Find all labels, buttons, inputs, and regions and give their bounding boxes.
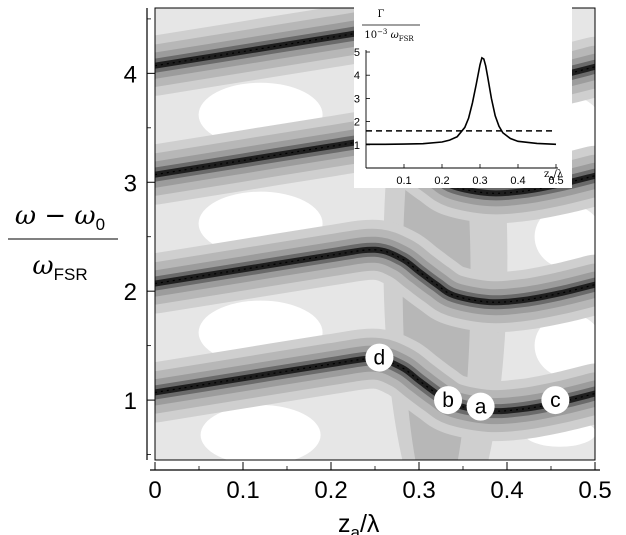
svg-text:ω − ω0: ω − ω0 (15, 201, 105, 234)
inset-y-tick-label: 2 (354, 117, 360, 129)
x-tick-label: 0.4 (490, 477, 523, 504)
inset-y-tick-label: 4 (354, 70, 360, 82)
inset-x-title: za/λ (544, 169, 564, 182)
y-tick-label: 4 (124, 61, 137, 88)
annotation-label: d (374, 347, 386, 370)
lobe-white (534, 204, 595, 269)
branch-core (155, 358, 595, 412)
inset-background (354, 0, 572, 188)
x-tick-label: 0.1 (226, 477, 259, 504)
inset-x-tick-label: 0.2 (434, 175, 449, 187)
inset-chart: Γ 10−3 ωFSR 0.1 0.2 0.3 0.4 0.5 1 2 3 4 5 za/λ (354, 0, 572, 188)
annotation-label: b (442, 389, 454, 412)
x-tick-label: 0 (148, 477, 161, 504)
point-annotation-b: b (434, 386, 463, 415)
inset-series (366, 56, 557, 146)
inset-x-tick-label: 0.4 (510, 175, 525, 187)
branch-core (155, 31, 595, 86)
annotation-circle (541, 386, 570, 415)
x-tick-label: 0.5 (578, 477, 611, 504)
annotation-circle (365, 343, 394, 372)
x-tick-label: 0.2 (314, 477, 347, 504)
y-axis-title-bottom-sub: FSR (54, 265, 88, 284)
y-tick-label: 1 (124, 388, 137, 415)
annotation-circle (466, 392, 495, 421)
inset-x-tick-label: 0.3 (472, 175, 487, 187)
x-axis-title: za/λ (338, 510, 380, 535)
y-axis-title-bottom: ω (32, 251, 53, 281)
annotation-label: a (475, 396, 487, 419)
x-tick-label: 0.3 (402, 477, 435, 504)
inset-y-tick-label: 3 (354, 93, 360, 105)
inset-y-tick-label: 1 (354, 140, 360, 152)
inset-axes: 0.1 0.2 0.3 0.4 0.5 1 2 3 4 5 (354, 47, 564, 187)
y-axis-title-top: ω − ω (15, 201, 96, 231)
branch-core (155, 140, 595, 194)
y-tick-label: 3 (124, 170, 137, 197)
resonance-branch (155, 219, 595, 333)
y-axis-title: ω − ω0 ωFSR (8, 201, 118, 284)
resonance-ridges (155, 8, 595, 442)
inset-x-tick-label: 0.1 (396, 175, 411, 187)
y-ticks: 1 2 3 4 (124, 18, 155, 455)
inset-y-title-top: Γ (378, 9, 385, 20)
annotation-circle (434, 386, 463, 415)
x-ticks: 0 0.1 0.2 0.3 0.4 0.5 (148, 462, 612, 504)
lobe-white (534, 313, 595, 378)
annotation-label: c (550, 389, 561, 412)
point-annotations: d b a c (365, 343, 570, 421)
inset-y-title-bottom: 10−3 ωFSR (364, 28, 414, 43)
y-tick-label: 2 (124, 279, 137, 306)
lobe-white (200, 404, 321, 460)
point-annotation-d: d (365, 343, 394, 372)
inset-y-tick-label: 5 (354, 47, 360, 59)
point-annotation-a: a (466, 392, 495, 421)
inset-linewidth-curve (366, 56, 557, 146)
inset-x-tick-label: 0.5 (548, 175, 563, 187)
point-annotation-c: c (541, 386, 570, 415)
resonance-branch (155, 328, 595, 442)
y-axis-title-top-sub: 0 (96, 215, 105, 234)
svg-text:ωFSR: ωFSR (32, 251, 87, 284)
branch-core (155, 249, 595, 303)
